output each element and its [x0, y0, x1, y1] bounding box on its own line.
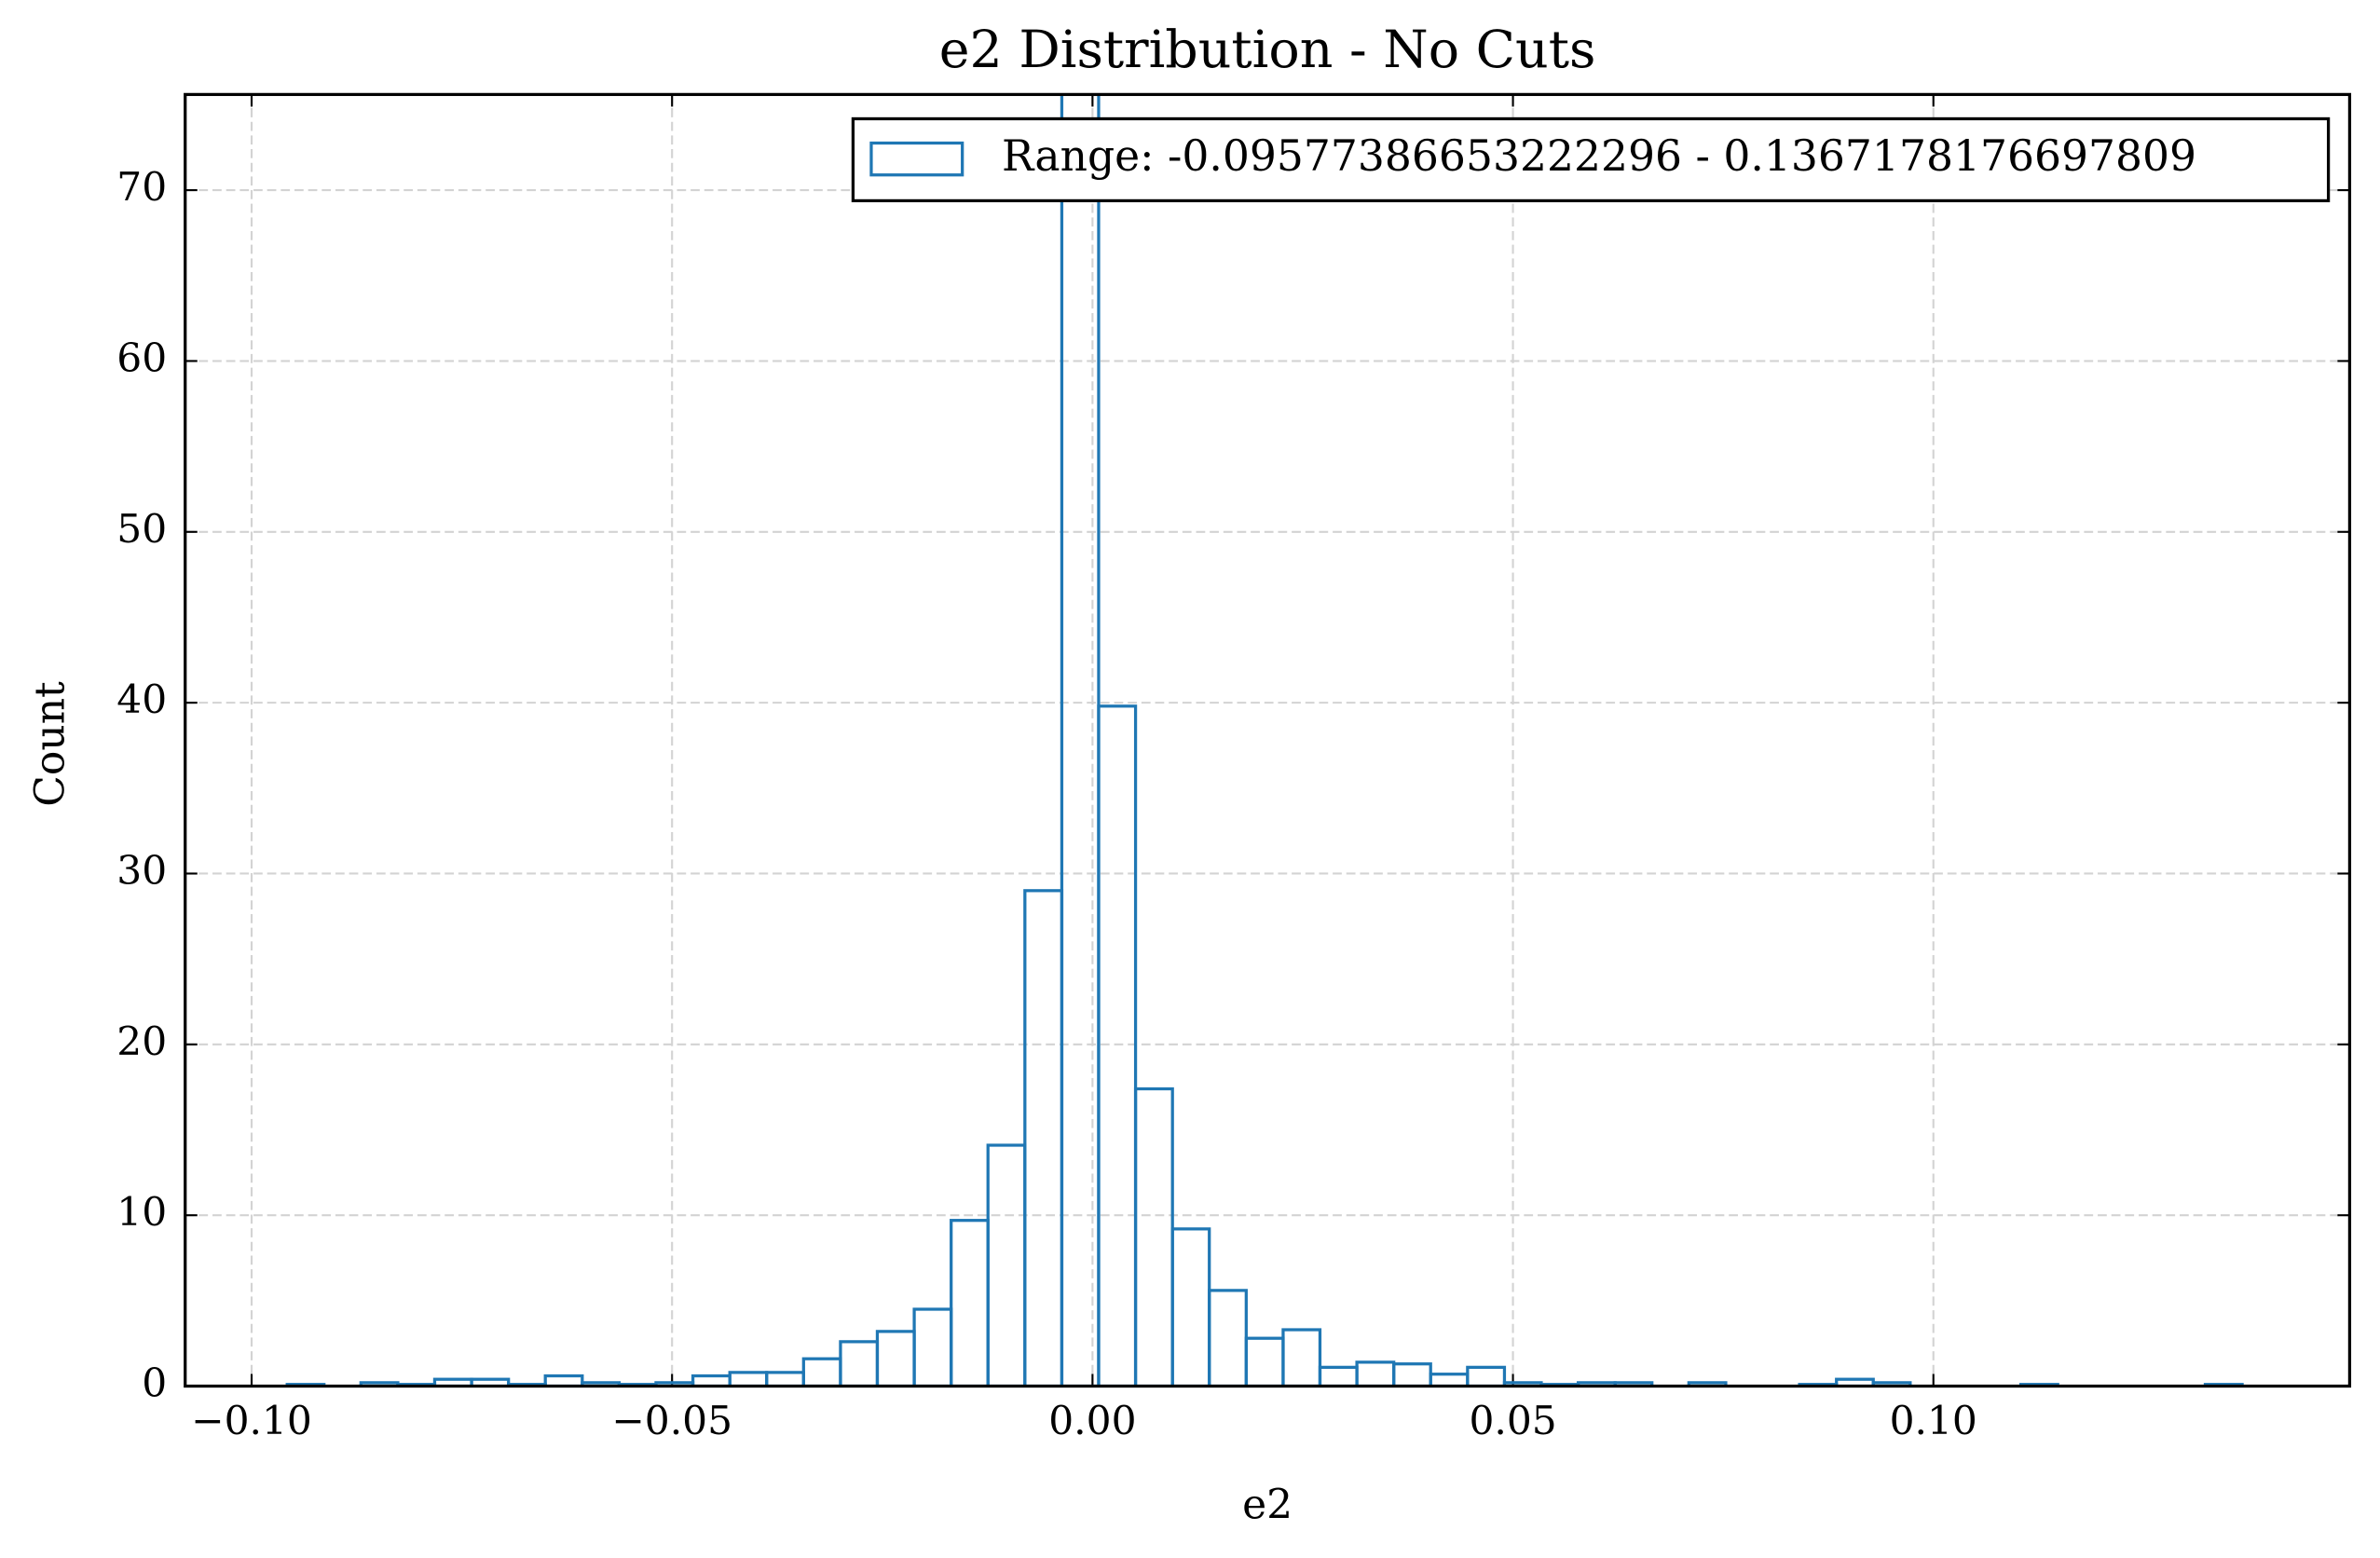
y-tick-label: 20: [116, 1018, 167, 1064]
histogram-bar: [691, 1374, 732, 1387]
legend-box: [851, 116, 2331, 203]
x-tick-label: −0.10: [191, 1398, 312, 1443]
legend-swatch: [869, 141, 964, 177]
y-tick-label: 70: [116, 164, 167, 210]
histogram-bar: [912, 1307, 953, 1387]
histogram-bar: [1429, 1373, 1470, 1387]
histogram-bar: [1023, 889, 1064, 1387]
y-tick-label: 30: [116, 847, 167, 893]
chart-title: e2 Distribution - No Cuts: [939, 20, 1596, 80]
histogram-bar: [1097, 704, 1138, 1387]
y-tick-label: 60: [116, 335, 167, 380]
histogram-bar: [1133, 1086, 1174, 1387]
histogram-bar: [1244, 1336, 1285, 1387]
legend-label: Range: -0.09577386653222296 - 0.13671781…: [1002, 131, 2196, 181]
x-tick-label: −0.05: [611, 1398, 732, 1443]
x-tick-label: 0.05: [1469, 1398, 1556, 1443]
histogram-bar: [1281, 1328, 1322, 1387]
y-axis-label: Count: [27, 681, 75, 807]
x-tick-label: 0.00: [1048, 1398, 1136, 1443]
histogram-bar: [1208, 1289, 1248, 1387]
y-tick-label: 40: [116, 676, 167, 722]
x-tick-label: 0.10: [1890, 1398, 1977, 1443]
histogram-bar: [950, 1219, 990, 1387]
plot-frame: [184, 92, 2352, 1388]
histogram-bar: [839, 1340, 880, 1387]
histogram-bar: [1355, 1360, 1396, 1387]
histogram-bar: [1466, 1365, 1507, 1387]
histogram-bar: [543, 1374, 584, 1387]
histogram-bar: [728, 1371, 769, 1387]
histogram-bar: [1392, 1362, 1432, 1387]
histogram-bar: [1318, 1365, 1359, 1387]
legend: Range: -0.09577386653222296 - 0.13671781…: [851, 116, 2331, 203]
histogram-bar: [986, 1143, 1027, 1387]
y-tick-label: 50: [116, 506, 167, 552]
y-tick-label: 10: [116, 1189, 167, 1235]
histogram-bar: [765, 1371, 805, 1387]
bars: [285, 94, 2244, 1387]
histogram-bar: [470, 1377, 511, 1387]
histogram-bar: [875, 1330, 916, 1387]
histogram-bar: [1170, 1227, 1211, 1387]
histogram-bar: [801, 1357, 842, 1387]
x-axis-label: e2: [1242, 1481, 1293, 1528]
y-tick-label: 0: [142, 1360, 167, 1406]
